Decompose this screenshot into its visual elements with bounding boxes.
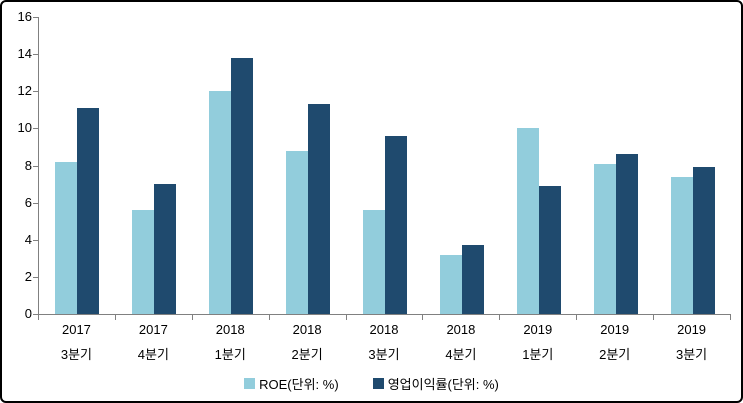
bar (132, 210, 155, 314)
bar-group (270, 17, 347, 314)
x-axis-label: 2017 3분기 (38, 322, 115, 363)
y-axis-tick (33, 239, 38, 241)
x-axis-label-year: 2018 (215, 322, 245, 337)
y-axis-label: 14 (17, 46, 32, 62)
bar (363, 210, 385, 314)
x-axis-label-quarter: 4분기 (137, 347, 169, 362)
y-axis-tick (33, 202, 38, 204)
legend-item: 영업이익률(단위: %) (372, 374, 499, 393)
y-axis-label: 6 (24, 194, 32, 210)
bar (308, 104, 331, 314)
bars-container (39, 17, 731, 314)
y-axis-label: 16 (17, 9, 32, 24)
y-axis-label: 10 (17, 120, 32, 136)
bar-group (116, 17, 193, 314)
x-axis-tick (422, 315, 424, 320)
bar (286, 150, 309, 314)
bar-group (39, 17, 116, 314)
x-axis-label-year: 2017 (61, 322, 91, 337)
y-axis-tick (33, 91, 38, 93)
x-axis-label-year: 2019 (677, 322, 707, 337)
x-axis-label-quarter: 4분기 (445, 347, 477, 362)
x-axis-label: 2018 4분기 (422, 322, 499, 363)
bar-group (577, 17, 654, 314)
x-axis-label-year: 2018 (292, 322, 322, 337)
bar (385, 135, 407, 314)
x-axis-label: 2019 1분기 (499, 322, 576, 363)
x-axis-tick (268, 315, 270, 320)
x-axis-label: 2019 3분기 (653, 322, 730, 363)
bar (55, 161, 78, 314)
x-axis-label-quarter: 1분기 (522, 347, 554, 362)
y-axis-tick (33, 17, 38, 18)
y-axis-label: 2 (24, 268, 32, 284)
y-axis-tick (33, 128, 38, 130)
bar (439, 254, 462, 314)
legend-item: ROE(단위: %) (244, 374, 339, 393)
x-axis-label: 2019 2분기 (576, 322, 653, 363)
x-axis-label: 2018 1분기 (192, 322, 269, 363)
bar (231, 57, 254, 314)
x-axis-tick (653, 315, 655, 320)
bar (154, 184, 177, 314)
x-axis-label-year: 2019 (523, 322, 553, 337)
bar (538, 185, 561, 314)
y-axis-label: 0 (24, 306, 32, 321)
y-axis-tick (33, 314, 38, 315)
x-axis-tick (499, 315, 501, 320)
x-axis-tick (345, 315, 347, 320)
legend-swatch-icon (372, 378, 384, 389)
legend-label: 영업이익률(단위: %) (387, 377, 499, 392)
bar-group (423, 17, 500, 314)
x-axis-label-year: 2018 (369, 322, 399, 337)
legend: ROE(단위: %) 영업이익률(단위: %) (2, 374, 741, 393)
bar (461, 245, 484, 314)
x-axis-labels: 2017 3분기 2017 4분기 2018 1분기 2018 2분기 2018 3분기 2018 4… (38, 322, 730, 363)
x-axis-tick (191, 315, 193, 320)
x-axis-label-quarter: 3분기 (675, 347, 708, 362)
legend-swatch-icon (244, 378, 256, 389)
bar-group (654, 17, 731, 314)
bar (77, 107, 100, 314)
bar-group (347, 17, 424, 314)
bar-group (193, 17, 270, 314)
x-axis-label-year: 2018 (446, 322, 476, 337)
bar (516, 128, 539, 314)
y-axis-label: 12 (17, 83, 32, 99)
x-axis-label: 2017 4분기 (115, 322, 192, 363)
bar (670, 176, 693, 314)
bar-group (500, 17, 577, 314)
x-axis-label: 2018 2분기 (269, 322, 346, 363)
x-axis-label-quarter: 2분기 (291, 347, 323, 362)
x-axis-tick (38, 315, 39, 320)
y-axis-tick (33, 165, 38, 167)
x-axis-tick (114, 315, 116, 320)
x-axis-label-quarter: 1분기 (214, 347, 246, 362)
y-axis-label: 8 (24, 157, 32, 173)
x-axis-label-year: 2019 (600, 322, 630, 337)
x-axis-tick (576, 315, 578, 320)
bar (692, 167, 715, 314)
x-axis-label: 2018 3분기 (346, 322, 423, 363)
x-axis-label-year: 2017 (138, 322, 168, 337)
x-axis-label-quarter: 3분기 (60, 347, 93, 362)
x-axis-label-quarter: 3분기 (368, 347, 400, 362)
bar (615, 154, 638, 314)
bar (593, 163, 616, 314)
x-axis-tick (730, 315, 731, 320)
bar (209, 91, 232, 314)
y-axis-tick (33, 54, 38, 56)
x-axis-label-quarter: 2분기 (599, 347, 631, 362)
legend-label: ROE(단위: %) (259, 377, 339, 392)
y-axis-tick (33, 276, 38, 278)
plot-area (38, 17, 731, 315)
y-axis-label: 4 (24, 231, 32, 247)
